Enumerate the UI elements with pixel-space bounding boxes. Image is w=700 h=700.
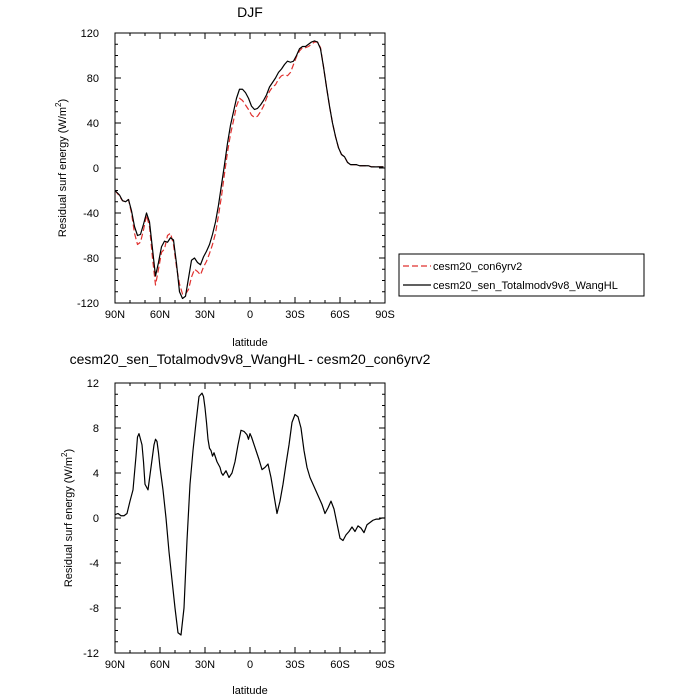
bottom-chart-title: cesm20_sen_Totalmodv9v8_WangHL - cesm20_… <box>70 351 431 367</box>
top-chart-y-tick-label: -40 <box>83 208 99 220</box>
top-chart-x-tick-label: 30S <box>285 309 305 321</box>
top-chart-panel: 90N 60N 30N 0 30S 60S 90S -120 -80 -40 0 40 80 120 <box>77 28 395 321</box>
bottom-chart-x-tick-label: 60N <box>150 659 170 671</box>
top-chart-ylabel-main: Residual surf energy (W/m <box>57 107 69 237</box>
top-chart-x-tick-label: 90N <box>105 309 125 321</box>
top-chart-y-tick-label: -80 <box>83 253 99 265</box>
top-chart-x-tick-label: 60N <box>150 309 170 321</box>
bottom-chart-xlabel: latitude <box>232 685 267 697</box>
top-chart-series-line-2 <box>114 40 384 300</box>
top-chart-y-tick-label: 40 <box>87 118 99 130</box>
bottom-chart-ylabel: Residual surf energy (W/m2) <box>60 449 75 587</box>
bottom-chart-y-tick-label: -12 <box>83 648 99 660</box>
top-chart-y-tick-label: -120 <box>77 298 99 310</box>
bottom-chart-x-tick-label: 0 <box>247 659 253 671</box>
top-chart-y-tick-label: 0 <box>93 163 99 175</box>
top-chart-plot-frame <box>114 32 386 304</box>
bottom-chart-x-tick-label: 30N <box>195 659 215 671</box>
top-chart-x-tick-label: 60S <box>330 309 350 321</box>
top-chart-y-tick-label: 80 <box>87 73 99 85</box>
legend-box <box>398 253 645 297</box>
top-chart-y-tick-label: 120 <box>81 28 99 40</box>
top-chart-title: DJF <box>237 4 263 20</box>
bottom-chart-x-tick-label: 90N <box>105 659 125 671</box>
top-chart-legend: cesm20_con6yrv2 cesm20_sen_Totalmodv9v8_… <box>398 253 645 297</box>
legend-label-series-2: cesm20_sen_Totalmodv9v8_WangHL <box>433 280 618 292</box>
top-chart-x-tick-label: 90S <box>375 309 395 321</box>
top-chart-ylabel-sup: 2 <box>54 102 63 107</box>
bottom-chart-ylabel-main: Residual surf energy (W/m <box>63 457 75 587</box>
bottom-chart-plot-frame <box>114 382 386 654</box>
top-chart-series-line-1 <box>114 41 384 295</box>
bottom-chart-x-tick-label: 60S <box>330 659 350 671</box>
bottom-chart-y-tick-label: 0 <box>93 513 99 525</box>
bottom-chart-y-tick-label: 8 <box>93 423 99 435</box>
bottom-chart-ylabel-sup: 2 <box>60 452 69 457</box>
top-chart-x-tick-label: 30N <box>195 309 215 321</box>
bottom-chart-x-tick-label: 30S <box>285 659 305 671</box>
bottom-chart-y-tick-label: -4 <box>89 558 99 570</box>
bottom-chart-y-tick-label: 12 <box>87 378 99 390</box>
top-chart-xlabel: latitude <box>232 337 267 349</box>
bottom-chart-y-tick-label: -8 <box>89 603 99 615</box>
bottom-chart-panel: 90N 60N 30N 0 30S 60S 90S -12 -8 -4 0 4 8 12 <box>83 378 395 671</box>
top-chart-ylabel-end: ) <box>57 99 69 103</box>
bottom-chart-series-line-1 <box>114 392 385 636</box>
bottom-chart-y-tick-label: 4 <box>93 468 99 480</box>
bottom-chart-x-tick-label: 90S <box>375 659 395 671</box>
top-chart-ylabel: Residual surf energy (W/m2) <box>54 99 69 237</box>
top-chart-x-tick-label: 0 <box>247 309 253 321</box>
legend-label-series-1: cesm20_con6yrv2 <box>433 261 522 273</box>
bottom-chart-ylabel-end: ) <box>63 449 75 453</box>
